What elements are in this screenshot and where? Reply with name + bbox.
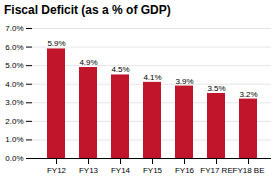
svg-text:2.0%: 2.0% [5, 117, 23, 126]
svg-text:3.5%: 3.5% [207, 84, 225, 93]
svg-text:3.9%: 3.9% [175, 77, 193, 86]
svg-text:FY13: FY13 [79, 166, 99, 175]
svg-text:FY17 RE: FY17 RE [200, 166, 232, 175]
svg-text:3.2%: 3.2% [239, 90, 257, 99]
svg-text:6.0%: 6.0% [5, 43, 23, 52]
svg-text:4.0%: 4.0% [5, 80, 23, 89]
svg-text:3.0%: 3.0% [5, 98, 23, 107]
svg-text:5.9%: 5.9% [47, 39, 65, 48]
svg-text:4.1%: 4.1% [143, 73, 161, 82]
svg-text:FY16: FY16 [175, 166, 195, 175]
svg-text:4.5%: 4.5% [111, 65, 129, 74]
svg-text:5.0%: 5.0% [5, 61, 23, 70]
svg-text:FY15: FY15 [143, 166, 163, 175]
svg-text:0.0%: 0.0% [5, 154, 23, 163]
svg-text:1.0%: 1.0% [5, 135, 23, 144]
html-text:Fiscal Deficit (as a % of GDP): Fiscal Deficit (as a % of GDP) [4, 3, 171, 17]
svg-text:4.9%: 4.9% [79, 58, 97, 67]
svg-text:FY18 BE: FY18 BE [232, 166, 264, 175]
svg-text:FY14: FY14 [111, 166, 131, 175]
svg-text:7.0%: 7.0% [5, 24, 23, 33]
svg-text:FY12: FY12 [47, 166, 67, 175]
